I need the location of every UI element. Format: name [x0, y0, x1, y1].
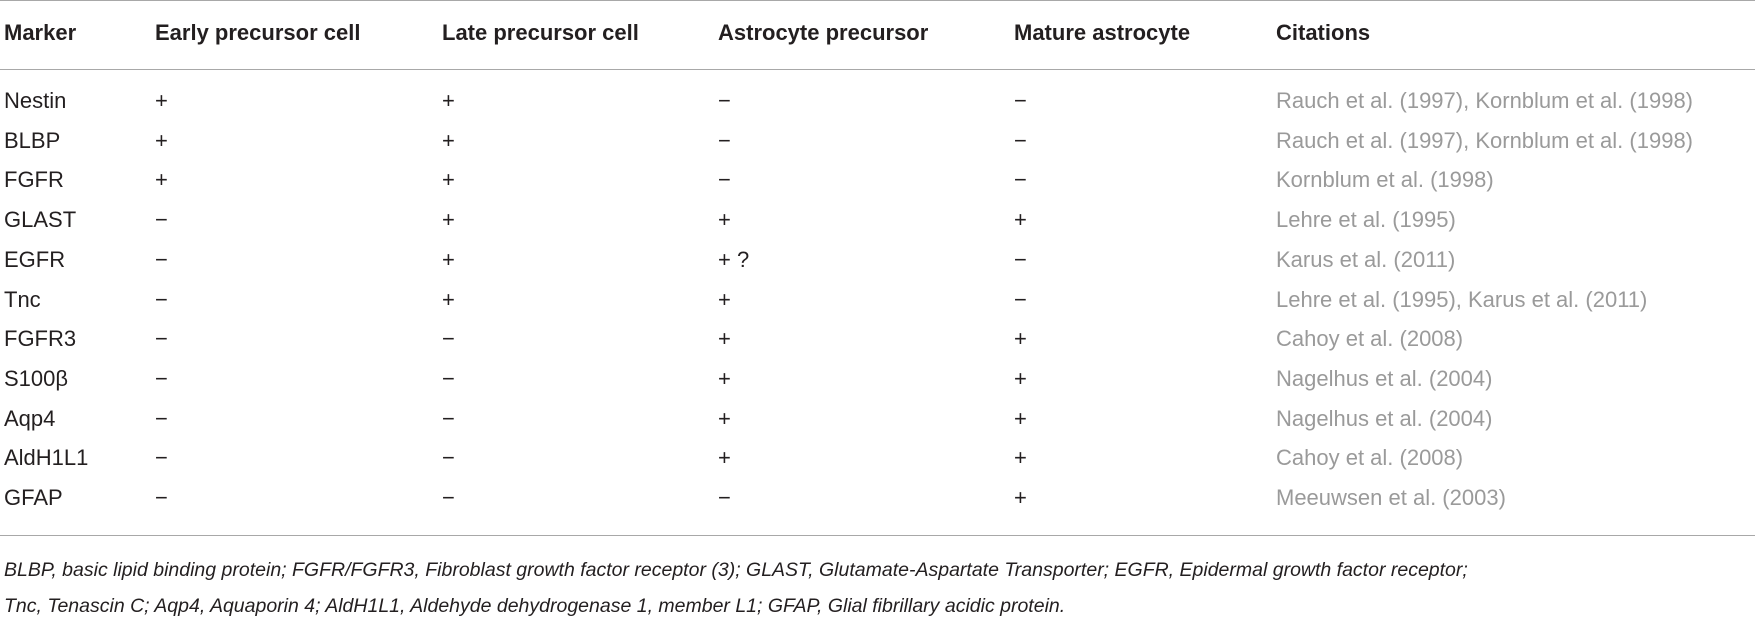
- expression-cell: −: [155, 286, 168, 312]
- citation-cell: Meeuwsen et al. (2003): [1276, 485, 1506, 510]
- bottom-rule: [0, 535, 1755, 536]
- expression-cell: −: [442, 326, 455, 352]
- marker-cell: Aqp4: [4, 405, 56, 431]
- expression-cell: +: [718, 286, 731, 312]
- expression-cell: +: [1014, 445, 1027, 471]
- expression-cell: +: [442, 127, 455, 153]
- expression-cell: −: [155, 326, 168, 352]
- marker-cell: FGFR: [4, 167, 64, 193]
- column-header: Citations: [1276, 20, 1371, 45]
- column-header: Late precursor cell: [442, 20, 639, 45]
- expression-cell: −: [718, 88, 731, 113]
- expression-cell: +: [1014, 365, 1027, 391]
- expression-cell: +: [1014, 326, 1027, 352]
- expression-cell: −: [155, 445, 168, 471]
- expression-cell: +: [442, 167, 455, 193]
- citation-cell: Nagelhus et al. (2004): [1276, 365, 1493, 391]
- column-header: Mature astrocyte: [1014, 20, 1191, 45]
- expression-cell: +: [718, 365, 731, 391]
- marker-cell: Tnc: [4, 286, 41, 312]
- column-header: Astrocyte precursor: [718, 20, 929, 45]
- expression-cell: +: [155, 88, 168, 113]
- marker-cell: FGFR3: [4, 326, 77, 352]
- marker-cell: S100β: [4, 365, 69, 391]
- column-header: Marker: [4, 20, 77, 45]
- citation-cell: Karus et al. (2011): [1276, 246, 1456, 272]
- expression-cell: +: [442, 246, 455, 272]
- top-rule: [0, 0, 1755, 1]
- column-header: Early precursor cell: [155, 20, 361, 45]
- expression-cell: −: [155, 485, 168, 510]
- expression-cell: +: [442, 207, 455, 233]
- expression-cell: +: [718, 405, 731, 431]
- expression-cell: +: [718, 326, 731, 352]
- expression-cell: −: [718, 485, 731, 510]
- marker-cell: GFAP: [4, 485, 63, 510]
- footnote-line: BLBP, basic lipid binding protein; FGFR/…: [4, 559, 1468, 581]
- expression-cell: −: [442, 365, 455, 391]
- expression-cell: −: [442, 445, 455, 471]
- expression-cell: +: [1014, 485, 1027, 510]
- citation-cell: Nagelhus et al. (2004): [1276, 405, 1493, 431]
- citation-cell: Cahoy et al. (2008): [1276, 445, 1464, 471]
- expression-cell: −: [718, 167, 731, 193]
- citation-cell: Rauch et al. (1997), Kornblum et al. (19…: [1276, 127, 1694, 153]
- expression-cell: −: [155, 207, 168, 233]
- expression-cell: −: [1014, 167, 1027, 193]
- expression-cell: −: [1014, 127, 1027, 153]
- citation-cell: Kornblum et al. (1998): [1276, 167, 1494, 193]
- expression-cell: −: [155, 405, 168, 431]
- expression-cell: +: [155, 127, 168, 153]
- expression-cell: −: [442, 405, 455, 431]
- expression-cell: +: [442, 286, 455, 312]
- marker-cell: GLAST: [4, 207, 77, 233]
- expression-cell: +: [1014, 207, 1027, 233]
- expression-cell: + ?: [718, 246, 750, 272]
- expression-cell: −: [442, 485, 455, 510]
- expression-cell: −: [1014, 286, 1027, 312]
- expression-cell: −: [718, 127, 731, 153]
- citation-cell: Lehre et al. (1995), Karus et al. (2011): [1276, 286, 1648, 312]
- expression-cell: +: [442, 88, 455, 113]
- citation-cell: Rauch et al. (1997), Kornblum et al. (19…: [1276, 88, 1694, 113]
- marker-cell: EGFR: [4, 246, 66, 272]
- marker-cell: AldH1L1: [4, 445, 89, 471]
- expression-cell: +: [155, 167, 168, 193]
- citation-cell: Cahoy et al. (2008): [1276, 326, 1464, 352]
- footnote-line: Tnc, Tenascin C; Aqp4, Aquaporin 4; AldH…: [4, 595, 1066, 617]
- expression-cell: +: [1014, 405, 1027, 431]
- expression-cell: +: [718, 445, 731, 471]
- citation-cell: Lehre et al. (1995): [1276, 207, 1456, 233]
- expression-cell: +: [718, 207, 731, 233]
- expression-cell: −: [1014, 246, 1027, 272]
- expression-cell: −: [1014, 88, 1027, 113]
- expression-cell: −: [155, 365, 168, 391]
- marker-cell: BLBP: [4, 127, 61, 153]
- expression-cell: −: [155, 246, 168, 272]
- header-rule: [0, 69, 1755, 70]
- marker-cell: Nestin: [4, 88, 67, 113]
